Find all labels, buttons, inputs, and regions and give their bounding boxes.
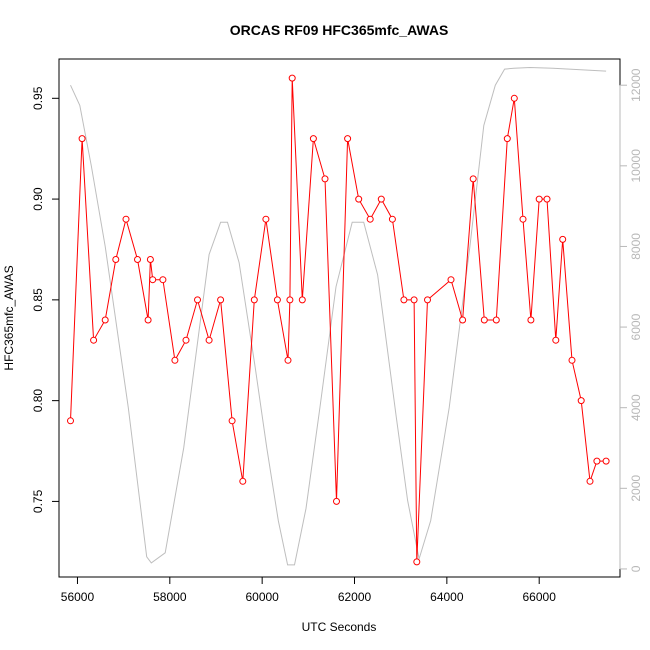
y2-tick-label: 4000 — [629, 394, 643, 421]
primary-data-point — [101, 316, 109, 324]
primary-data-point — [217, 296, 225, 304]
primary-data-point — [298, 296, 306, 304]
primary-data-point — [480, 316, 488, 324]
primary-data-point — [146, 256, 154, 263]
secondary-series-layer — [70, 66, 607, 566]
primary-data-point — [519, 215, 527, 223]
y2-tick-label: 12000 — [629, 68, 643, 102]
primary-data-point — [273, 296, 281, 304]
y2-tick-label: 0 — [629, 565, 643, 572]
primary-data-point — [309, 135, 317, 143]
primary-data-point — [344, 135, 352, 143]
primary-data-point — [543, 195, 551, 203]
primary-data-point — [67, 417, 74, 425]
primary-data-point — [577, 397, 585, 405]
x-tick-label: 56000 — [61, 590, 95, 604]
primary-data-point — [171, 356, 179, 364]
y-tick-label: 0.90 — [31, 187, 45, 211]
plot-frame — [58, 58, 621, 578]
y2-axis: 0 2000 4000 6000 8000 10000 12000 — [619, 68, 643, 572]
primary-data-point — [134, 256, 141, 263]
primary-data-point — [182, 336, 190, 344]
primary-data-point — [239, 477, 247, 485]
chart-title: ORCAS RF09 HFC365mfc_AWAS — [230, 22, 449, 38]
primary-data-point — [447, 276, 455, 284]
x-tick-label: 62000 — [338, 590, 372, 604]
y-tick-label: 0.75 — [31, 489, 45, 513]
primary-data-point — [593, 457, 601, 465]
primary-data-point — [469, 175, 477, 183]
primary-data-point — [321, 175, 329, 183]
y-axis: 0.75 0.80 0.85 0.90 0.95 — [31, 86, 60, 513]
y2-tick-label: 8000 — [629, 233, 643, 260]
primary-data-point — [262, 215, 270, 223]
primary-data-point — [112, 256, 120, 263]
primary-data-point — [194, 296, 201, 304]
x-tick-label: 58000 — [153, 590, 187, 604]
x-tick-label: 66000 — [523, 590, 557, 604]
primary-data-point — [568, 356, 576, 364]
primary-data-point — [410, 296, 418, 304]
primary-data-point — [413, 558, 421, 566]
x-axis-label: UTC Seconds — [302, 620, 377, 634]
y-tick-label: 0.85 — [31, 288, 45, 312]
primary-data-point — [510, 94, 518, 102]
y2-tick-label: 2000 — [629, 475, 643, 502]
y-tick-label: 0.95 — [31, 86, 45, 110]
primary-data-point — [286, 296, 294, 304]
primary-data-point — [388, 215, 396, 223]
primary-data-point — [424, 296, 431, 304]
y-axis-label: HFC365mfc_AWAS — [2, 265, 16, 370]
primary-data-point — [459, 316, 467, 324]
y-tick-label: 0.80 — [31, 389, 45, 413]
primary-series-layer — [67, 74, 610, 566]
x-tick-label: 64000 — [430, 590, 464, 604]
primary-data-point — [602, 457, 610, 465]
x-tick-label: 60000 — [245, 590, 279, 604]
primary-data-point — [400, 296, 408, 304]
primary-data-point — [78, 135, 86, 143]
primary-data-point — [377, 195, 385, 203]
y2-tick-label: 10000 — [629, 149, 643, 183]
primary-data-point — [228, 417, 236, 425]
secondary-series-line — [70, 66, 607, 566]
primary-data-point — [159, 276, 167, 284]
primary-data-point — [552, 336, 560, 344]
primary-data-point — [535, 195, 543, 203]
y2-tick-label: 6000 — [629, 313, 643, 340]
x-axis: 56000 58000 60000 62000 64000 66000 — [61, 576, 557, 604]
primary-data-point — [144, 316, 152, 324]
primary-data-point — [559, 235, 567, 243]
primary-data-point — [355, 195, 363, 203]
primary-data-point — [586, 477, 594, 485]
primary-data-point — [90, 336, 98, 344]
primary-data-point — [149, 276, 157, 284]
primary-data-point — [366, 215, 374, 223]
primary-data-point — [527, 316, 535, 324]
primary-data-point — [492, 316, 500, 324]
primary-data-point — [288, 74, 296, 82]
primary-data-point — [122, 215, 130, 223]
primary-data-point — [250, 296, 258, 304]
primary-data-point — [503, 135, 511, 143]
primary-data-point — [205, 336, 213, 344]
primary-data-point — [333, 497, 340, 505]
primary-data-point — [284, 356, 292, 364]
